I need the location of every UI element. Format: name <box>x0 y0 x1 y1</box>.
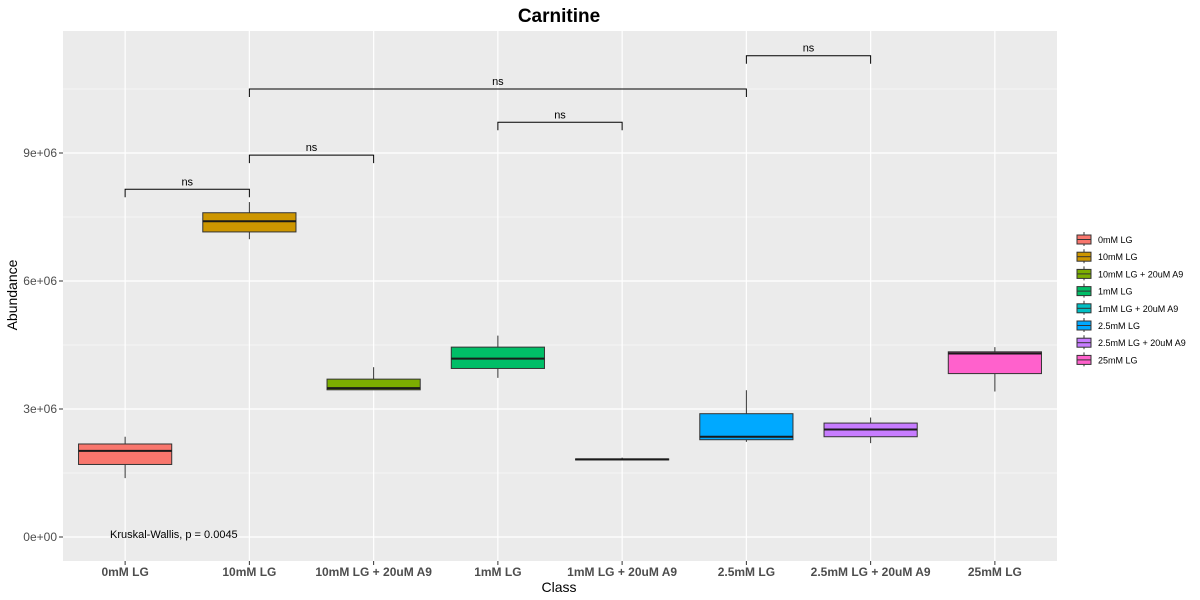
legend-label: 2.5mM LG <box>1098 321 1140 331</box>
x-tick-label: 25mM LG <box>968 565 1022 579</box>
box-body <box>202 212 297 233</box>
legend-item-2: 10mM LG <box>1076 249 1138 264</box>
comparison-bracket-5: ns <box>745 43 872 64</box>
bracket-line <box>124 188 250 198</box>
legend-item-5: 1mM LG + 20uM A9 <box>1076 300 1178 315</box>
bracket-label: ns <box>554 109 566 121</box>
x-tick-label: 1mM LG + 20uM A9 <box>567 565 677 579</box>
y-tick-label: 9e+06 <box>23 146 57 160</box>
y-axis-title: Abundance <box>4 259 20 330</box>
legend-item-8: 25mM LG <box>1076 352 1138 367</box>
comparison-bracket-2: ns <box>248 142 375 164</box>
legend-item-7: 2.5mM LG + 20uM A9 <box>1076 335 1186 350</box>
box-2 <box>202 202 297 240</box>
plot-panel <box>63 31 1057 561</box>
bracket-label: ns <box>492 76 504 88</box>
box-4 <box>450 335 545 378</box>
y-tick-label: 6e+06 <box>23 274 57 288</box>
box-8 <box>947 347 1042 392</box>
box-3 <box>326 367 421 391</box>
boxes-layer <box>78 202 1042 479</box>
legend-label: 1mM LG <box>1098 287 1133 297</box>
legend-item-3: 10mM LG + 20uM A9 <box>1076 266 1183 281</box>
kruskal-wallis-annotation: Kruskal-Wallis, p = 0.0045 <box>110 529 238 541</box>
box-body <box>699 413 794 441</box>
x-axis: 0mM LG 10mM LG 10mM LG + 20uM A9 1mM LG 1mM … <box>101 561 1022 579</box>
comparison-bracket-1: ns <box>124 176 250 198</box>
box-body <box>326 378 421 391</box>
legend-item-4: 1mM LG <box>1076 283 1133 298</box>
box-7 <box>823 417 918 444</box>
bracket-line <box>745 55 872 64</box>
major-gridlines <box>63 31 1057 561</box>
x-tick-label: 0mM LG <box>101 565 148 579</box>
legend-label: 0mM LG <box>1098 235 1133 245</box>
x-tick-label: 2.5mM LG <box>718 565 775 579</box>
y-tick-label: 0e+00 <box>23 530 57 544</box>
y-axis: 0e+00 3e+06 6e+06 9e+06 <box>23 146 63 544</box>
x-tick-label: 2.5mM LG + 20uM A9 <box>811 565 931 579</box>
x-tick-label: 10mM LG + 20uM A9 <box>315 565 432 579</box>
comparison-brackets: ns ns ns ns ns <box>124 43 872 198</box>
legend: 0mM LG 10mM LG 10mM LG + 20uM A9 1mM LG 1mM … <box>1076 232 1186 367</box>
box-body <box>947 351 1042 375</box>
legend-label: 10mM LG <box>1098 252 1138 262</box>
comparison-bracket-4: ns <box>248 76 747 97</box>
bracket-label: ns <box>306 142 318 154</box>
x-axis-title: Class <box>541 579 576 595</box>
box-1 <box>78 436 173 479</box>
box-6 <box>699 390 794 442</box>
bracket-label: ns <box>803 43 815 55</box>
bracket-line <box>497 121 623 131</box>
legend-label: 10mM LG + 20uM A9 <box>1098 269 1183 279</box>
bracket-line <box>248 154 375 164</box>
legend-item-6: 2.5mM LG <box>1076 318 1140 332</box>
bracket-label: ns <box>181 176 193 188</box>
x-tick-label: 10mM LG <box>222 565 276 579</box>
box-5 <box>575 457 670 461</box>
legend-item-1: 0mM LG <box>1076 232 1133 246</box>
comparison-bracket-3: ns <box>497 109 623 131</box>
legend-label: 25mM LG <box>1098 355 1138 365</box>
chart-title: Carnitine <box>518 6 600 27</box>
bracket-line <box>248 88 747 97</box>
legend-label: 1mM LG + 20uM A9 <box>1098 304 1178 314</box>
x-tick-label: 1mM LG <box>474 565 521 579</box>
y-tick-label: 3e+06 <box>23 402 57 416</box>
legend-label: 2.5mM LG + 20uM A9 <box>1098 338 1186 348</box>
box-body <box>78 443 173 465</box>
